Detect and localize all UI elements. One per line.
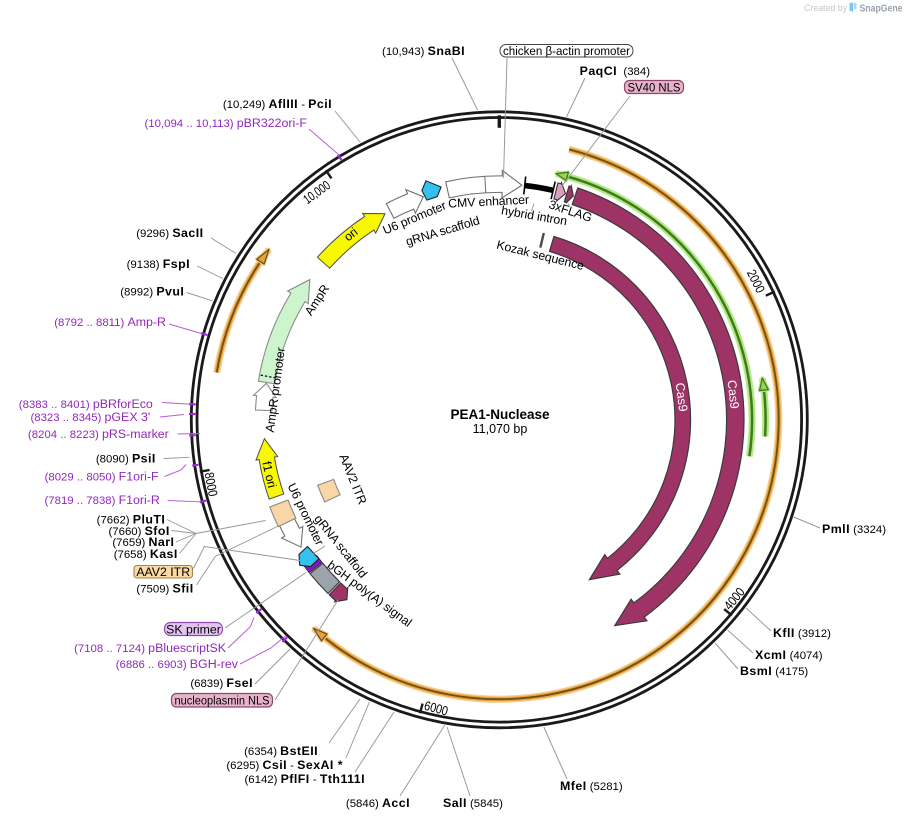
svg-text:chicken β-actin promoter: chicken β-actin promoter [503, 44, 630, 58]
svg-text:(6886 .. 6903) BGH-rev: (6886 .. 6903) BGH-rev [116, 657, 239, 671]
svg-text:KflI (3912): KflI (3912) [773, 626, 831, 640]
svg-text:(8204 .. 8223) pRS-marker: (8204 .. 8223) pRS-marker [28, 427, 169, 441]
svg-text:(8383 .. 8401) pBRforEco: (8383 .. 8401) pBRforEco [19, 397, 153, 411]
svg-text:SV40 NLS: SV40 NLS [628, 81, 681, 95]
svg-text:(5846) AccI: (5846) AccI [346, 796, 410, 810]
svg-text:Created by: Created by [804, 3, 848, 13]
svg-text:(6142) PflFI - Tth111I: (6142) PflFI - Tth111I [245, 772, 366, 786]
svg-text:(8029 .. 8050) F1ori-F: (8029 .. 8050) F1ori-F [45, 470, 159, 484]
svg-text:(8992) PvuI: (8992) PvuI [120, 285, 184, 299]
svg-text:(9296) SacII: (9296) SacII [136, 226, 203, 240]
svg-text:XcmI (4074): XcmI (4074) [755, 648, 823, 662]
svg-text:PaqCI: PaqCI [580, 64, 617, 78]
svg-text:(10,943) SnaBI: (10,943) SnaBI [382, 44, 465, 58]
svg-text:(8792 .. 8811) Amp-R: (8792 .. 8811) Amp-R [54, 315, 166, 329]
svg-text:(8323 .. 8345) pGEX 3': (8323 .. 8345) pGEX 3' [30, 410, 150, 424]
svg-text:(10,249) AflIII - PciI: (10,249) AflIII - PciI [223, 97, 332, 111]
svg-text:PmlI (3324): PmlI (3324) [822, 522, 886, 536]
svg-text:(9138) FspI: (9138) FspI [127, 257, 190, 271]
svg-text:11,070 bp: 11,070 bp [473, 422, 528, 436]
svg-text:BsmI (4175): BsmI (4175) [740, 664, 808, 678]
svg-text:SalI (5845): SalI (5845) [443, 796, 503, 810]
svg-text:(7509) SfiI: (7509) SfiI [136, 582, 193, 596]
svg-text:(6839) FseI: (6839) FseI [190, 676, 253, 690]
svg-text:nucleoplasmin NLS: nucleoplasmin NLS [175, 694, 270, 708]
svg-text:(7108 .. 7124) pBluescriptSK: (7108 .. 7124) pBluescriptSK [74, 641, 227, 655]
svg-text:(6354) BstEII: (6354) BstEII [244, 744, 318, 758]
svg-text:(384): (384) [623, 66, 650, 78]
svg-text:AAV2 ITR: AAV2 ITR [136, 565, 190, 579]
svg-text:(7819 .. 7838) F1ori-R: (7819 .. 7838) F1ori-R [44, 493, 159, 507]
svg-text:(6295) CsiI - SexAI *: (6295) CsiI - SexAI * [226, 758, 343, 772]
svg-text:PEA1-Nuclease: PEA1-Nuclease [450, 407, 550, 422]
svg-text:(8090) PsiI: (8090) PsiI [96, 452, 156, 466]
svg-text:SK primer: SK primer [166, 623, 221, 637]
svg-text:(7658) KasI: (7658) KasI [114, 547, 178, 561]
svg-text:MfeI (5281): MfeI (5281) [560, 779, 623, 793]
svg-text:(10,094 .. 10,113) pBR322ori-: (10,094 .. 10,113) pBR322ori-F [145, 116, 308, 130]
svg-text:SnapGene: SnapGene [860, 3, 903, 15]
